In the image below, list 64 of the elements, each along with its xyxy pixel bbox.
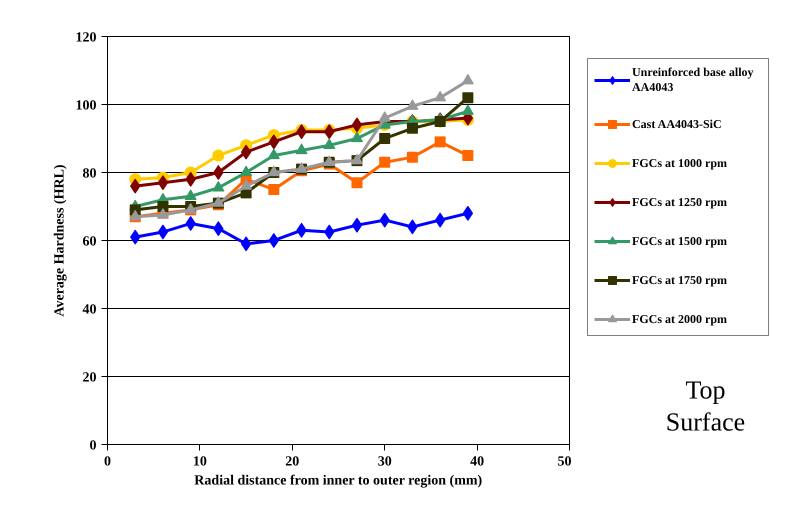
point bbox=[268, 148, 280, 160]
point bbox=[158, 224, 168, 240]
y-tick-label: 120 bbox=[76, 30, 96, 46]
point bbox=[462, 206, 474, 221]
legend-label: FGCs at 2000 rpm bbox=[632, 312, 728, 326]
point bbox=[213, 165, 224, 180]
point bbox=[184, 189, 197, 200]
point bbox=[240, 144, 252, 160]
y-tick-label: 0 bbox=[90, 438, 96, 454]
point bbox=[350, 132, 363, 142]
legend-label: FGCs at 1500 rpm bbox=[632, 234, 728, 248]
x-tick-label: 20 bbox=[285, 454, 300, 470]
point bbox=[352, 117, 362, 132]
x-tick-label: 50 bbox=[558, 454, 572, 470]
point bbox=[406, 99, 418, 110]
point bbox=[462, 92, 474, 104]
point bbox=[158, 175, 168, 190]
point bbox=[240, 236, 252, 252]
point bbox=[406, 122, 418, 134]
y-tick-label: 100 bbox=[76, 98, 96, 114]
point bbox=[407, 219, 418, 234]
y-tick-label: 40 bbox=[82, 302, 96, 318]
point bbox=[434, 136, 446, 148]
point bbox=[406, 152, 418, 163]
text: Top Surface bbox=[666, 376, 746, 436]
point bbox=[434, 212, 446, 228]
point bbox=[240, 166, 252, 176]
point bbox=[462, 150, 474, 161]
point bbox=[185, 172, 196, 187]
point bbox=[212, 180, 224, 192]
point bbox=[378, 111, 391, 122]
point bbox=[352, 218, 362, 233]
point bbox=[296, 124, 307, 140]
point bbox=[296, 222, 307, 238]
point bbox=[268, 184, 280, 195]
point bbox=[268, 233, 279, 248]
point bbox=[212, 150, 224, 162]
point bbox=[185, 216, 196, 231]
point bbox=[462, 74, 474, 84]
x-axis-title: Radial distance from inner to outer region (mm) bbox=[194, 474, 483, 488]
point bbox=[240, 179, 252, 190]
point bbox=[296, 144, 308, 154]
point bbox=[379, 133, 390, 144]
point bbox=[434, 90, 446, 102]
legend-label: FGCs at 1000 rpm bbox=[632, 156, 728, 170]
x-tick-label: 10 bbox=[192, 454, 207, 470]
point bbox=[351, 177, 362, 188]
x-tick-label: 40 bbox=[470, 454, 484, 470]
point bbox=[379, 156, 390, 168]
y-tick-label: 20 bbox=[82, 370, 96, 386]
point bbox=[157, 201, 168, 212]
legend-label: FGCs at 1750 rpm bbox=[632, 272, 728, 288]
legend-label: FGCs at 1250 rpm bbox=[632, 194, 728, 210]
legend-label: Unreinforced base alloy AA4043 bbox=[632, 65, 755, 95]
y-tick-label: 60 bbox=[82, 234, 96, 250]
y-axis-title: Average Hardness (HRL) bbox=[52, 164, 68, 317]
point bbox=[323, 138, 336, 149]
legend-label: Cast AA4043-SiC bbox=[632, 116, 723, 132]
x-tick-label: 0 bbox=[104, 454, 111, 470]
point bbox=[213, 221, 224, 236]
point bbox=[462, 104, 474, 115]
point bbox=[324, 224, 334, 240]
x-tick-label: 30 bbox=[378, 454, 392, 470]
y-tick-label: 80 bbox=[82, 166, 96, 182]
